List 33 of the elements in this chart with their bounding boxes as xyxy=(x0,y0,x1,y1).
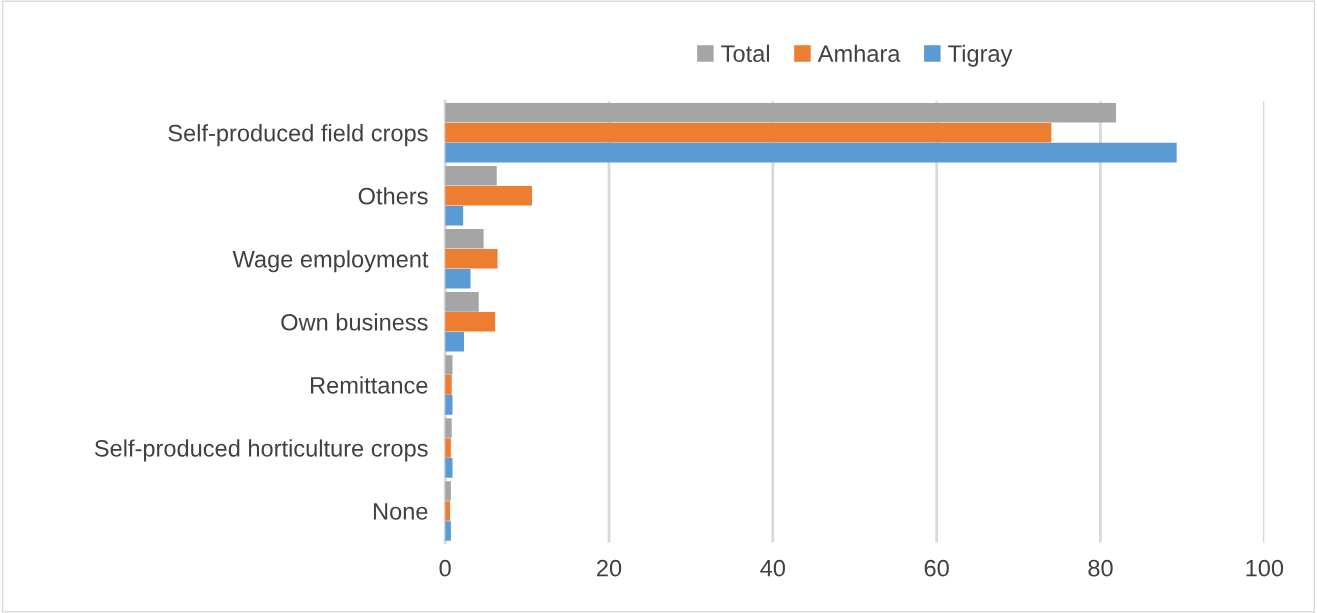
y-tick-label: None xyxy=(373,503,428,520)
bar xyxy=(445,418,452,438)
y-tick-label: Self-produced horticulture crops xyxy=(94,439,428,462)
x-tick-label: 40 xyxy=(760,559,786,577)
y-tick-label: Self-produced field crops xyxy=(168,124,428,147)
y-tick-label: Others xyxy=(358,187,428,205)
bar xyxy=(445,229,484,249)
bar xyxy=(445,312,496,332)
legend-label: Tigray xyxy=(948,44,1013,67)
bar xyxy=(445,205,464,226)
x-tick-label: 0 xyxy=(439,559,451,577)
x-tick-label: 60 xyxy=(924,559,949,577)
y-tick-label: Remittance xyxy=(311,376,428,394)
bar xyxy=(445,122,1052,143)
x-tick-label: 80 xyxy=(1088,559,1113,577)
bar xyxy=(445,292,479,312)
bar xyxy=(445,248,498,269)
y-tick-label: Own business xyxy=(281,313,428,331)
bar xyxy=(445,355,453,375)
bar xyxy=(445,185,532,206)
bar xyxy=(445,268,471,289)
bar xyxy=(445,102,1117,123)
bar xyxy=(445,458,453,478)
legend-label: Total xyxy=(721,44,769,62)
bar xyxy=(445,165,497,186)
legend-label: Amhara xyxy=(817,44,901,62)
bar xyxy=(445,142,1177,163)
bar xyxy=(445,332,464,352)
y-tick-label: Wage employment xyxy=(232,250,429,273)
bar xyxy=(445,395,453,415)
bar xyxy=(445,375,452,395)
x-tick-label: 100 xyxy=(1246,559,1284,577)
x-tick-label: 20 xyxy=(597,559,622,577)
